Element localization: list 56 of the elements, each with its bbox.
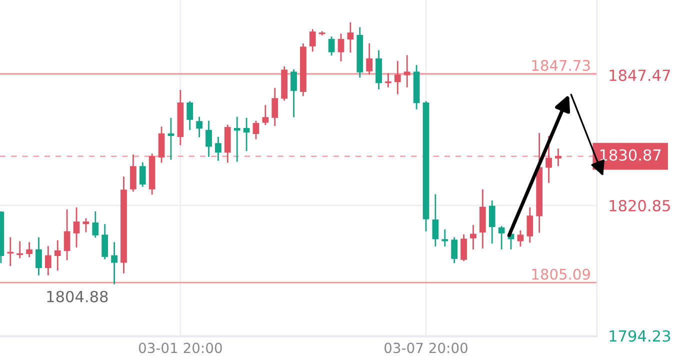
candlestick bbox=[44, 246, 52, 276]
candlestick bbox=[394, 61, 401, 94]
x-tick-label: 03-07 20:00 bbox=[384, 342, 468, 354]
ref-line-label: 1830.87 bbox=[600, 149, 661, 161]
candlestick bbox=[498, 226, 505, 250]
candlestick bbox=[82, 218, 90, 232]
candlestick bbox=[73, 207, 80, 248]
x-tick-label: 03-01 20:00 bbox=[138, 342, 222, 354]
candlestick bbox=[470, 225, 476, 250]
candlestick bbox=[526, 207, 534, 243]
candlestick bbox=[347, 22, 354, 53]
candlestick bbox=[139, 162, 146, 187]
candlestick bbox=[555, 148, 562, 166]
candlestick bbox=[517, 230, 524, 246]
candlestick bbox=[451, 237, 458, 264]
candlestick bbox=[366, 43, 372, 75]
candlestick bbox=[290, 69, 297, 118]
candlestick bbox=[262, 105, 269, 126]
annotation: 1804.88 bbox=[47, 290, 108, 302]
candlestick bbox=[318, 31, 326, 36]
candlestick bbox=[460, 234, 467, 262]
candlestick bbox=[64, 209, 70, 260]
candlestick bbox=[376, 50, 382, 90]
candlestick bbox=[16, 241, 24, 258]
candlestick bbox=[234, 116, 240, 162]
candlestick bbox=[130, 154, 136, 192]
y-tick-label: 1820.85 bbox=[610, 200, 670, 212]
candlestick bbox=[196, 116, 202, 138]
y-tick-label: 1794.23 bbox=[610, 330, 670, 342]
candlestick bbox=[252, 120, 260, 140]
candlestick bbox=[243, 118, 250, 152]
candlestick bbox=[36, 237, 42, 276]
candlestick bbox=[432, 194, 439, 246]
candlestick bbox=[92, 211, 99, 238]
candlestick bbox=[186, 101, 194, 130]
candlestick bbox=[328, 36, 335, 56]
candlestick bbox=[338, 34, 344, 62]
candlestick bbox=[168, 118, 174, 160]
candlestick bbox=[404, 55, 410, 88]
candlestick bbox=[111, 242, 118, 284]
candlestick bbox=[385, 73, 392, 88]
ref-line-label: 1847.73 bbox=[532, 60, 590, 71]
candlestick bbox=[272, 88, 278, 126]
candlestick bbox=[26, 242, 32, 258]
candlestick bbox=[158, 126, 165, 163]
candlestick bbox=[488, 200, 496, 244]
candlestick bbox=[309, 29, 316, 52]
candlestick bbox=[546, 136, 552, 183]
candlestick bbox=[442, 229, 448, 246]
y-tick-label: 1847.47 bbox=[610, 70, 670, 82]
candlestick bbox=[7, 237, 14, 266]
candlestick bbox=[54, 240, 61, 270]
candlestick bbox=[102, 224, 108, 260]
candlestick bbox=[215, 136, 222, 161]
candlestick bbox=[206, 120, 212, 157]
ref-line-label: 1805.09 bbox=[532, 268, 590, 280]
